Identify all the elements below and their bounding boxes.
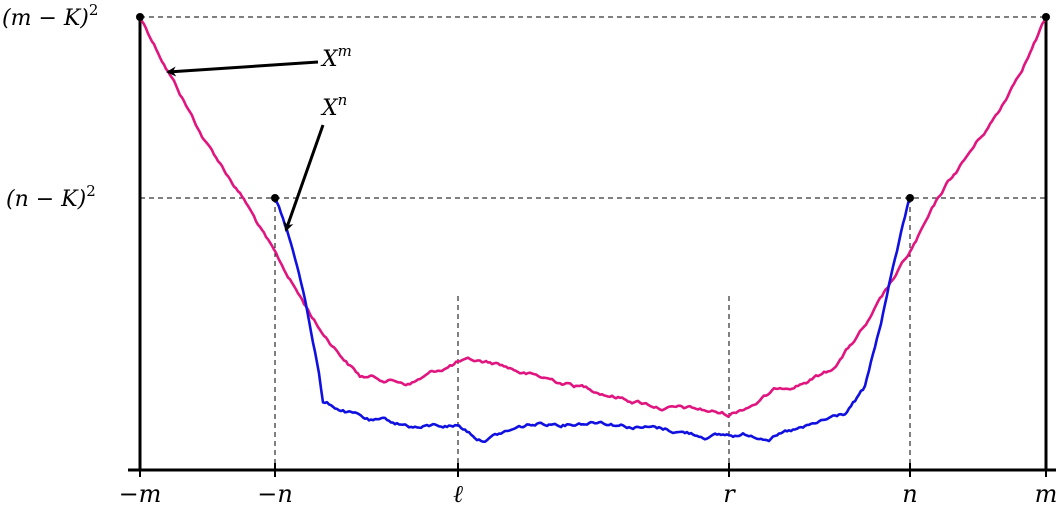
endpoint-dot-m (1042, 13, 1050, 21)
curve-x-m (138, 16, 1048, 418)
x-tick-label-r: r (723, 480, 736, 508)
x-tick-label-n: n (902, 480, 917, 508)
arrow-x-m (166, 60, 319, 77)
label-x-m: Xm (320, 42, 352, 72)
endpoint-dot-neg-n (271, 194, 279, 202)
arrow-x-n (283, 124, 325, 232)
y-label-n-level-exp: 2 (86, 182, 96, 200)
y-label-m-level: (m − K)2 (2, 1, 98, 31)
y-label-n-level: (n − K)2 (6, 182, 96, 212)
x-tick-label-m: m (1035, 480, 1058, 508)
y-label-m-level-exp: 2 (89, 1, 99, 19)
label-x-n-sup: n (338, 91, 348, 109)
label-x-n: Xn (320, 91, 347, 121)
curve-x-n (273, 197, 912, 443)
endpoint-dot-neg-m (136, 13, 144, 21)
x-tick-label-neg-n: −n (257, 480, 293, 508)
x-tick-label-ell: ℓ (453, 480, 463, 508)
x-tick-label-neg-m: −m (119, 480, 162, 508)
label-x-m-sup: m (338, 42, 352, 60)
endpoint-dot-n (906, 194, 914, 202)
